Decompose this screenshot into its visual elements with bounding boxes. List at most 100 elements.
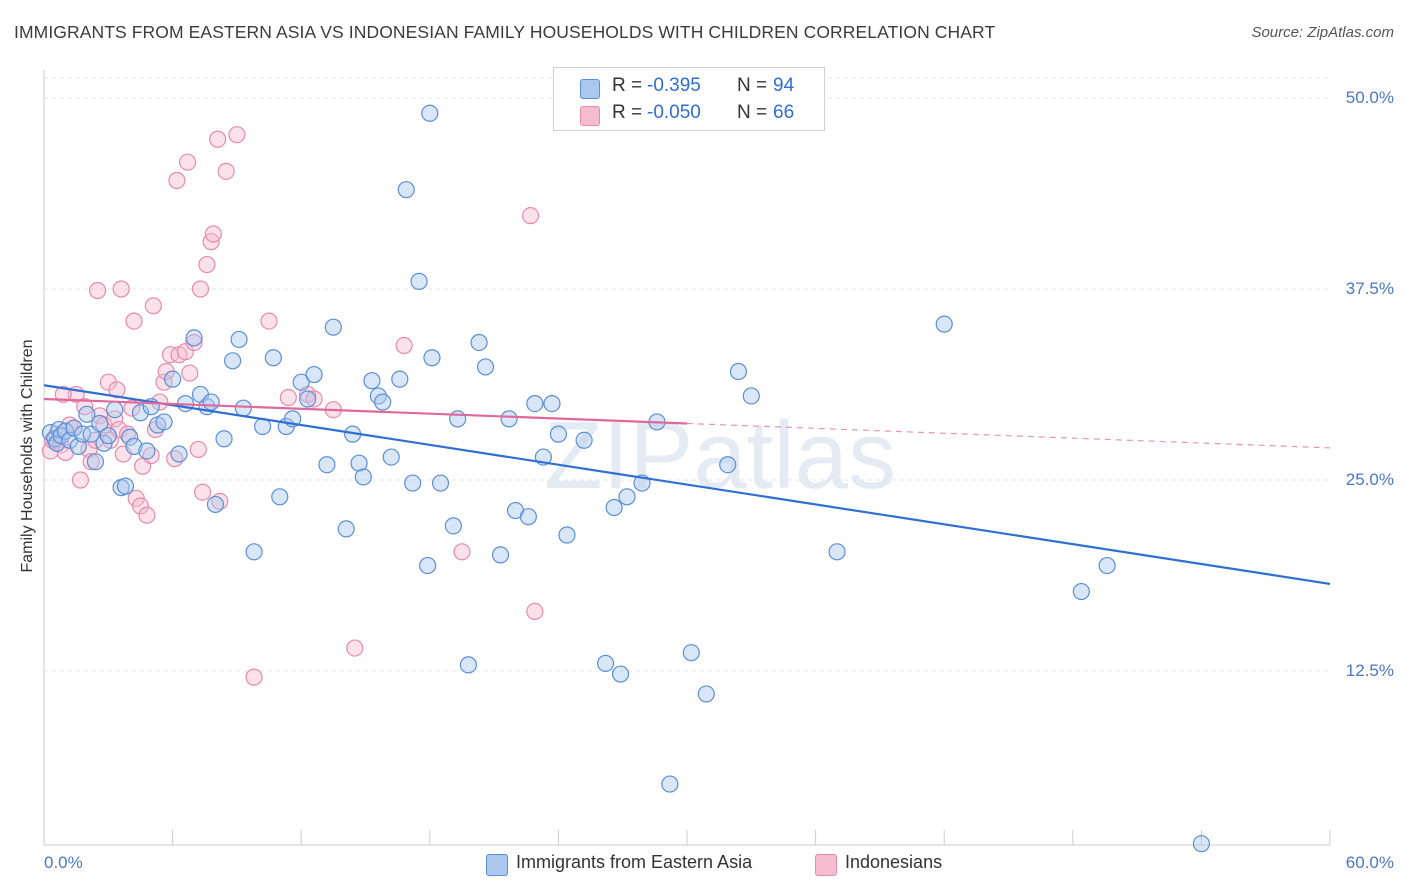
point-eastern-asia — [519, 508, 537, 526]
point-eastern-asia — [374, 393, 392, 411]
point-eastern-asia — [271, 488, 289, 506]
point-eastern-asia — [444, 517, 462, 535]
point-eastern-asia — [354, 468, 372, 486]
n-value-blue: 94 — [773, 75, 795, 96]
point-indonesians — [194, 483, 212, 501]
trend-line-eastern-asia — [43, 384, 1331, 585]
grid-lines — [44, 77, 1330, 672]
n-label: N = — [737, 102, 768, 123]
point-eastern-asia — [337, 520, 355, 538]
point-eastern-asia — [299, 390, 317, 408]
point-eastern-asia — [234, 399, 252, 417]
point-eastern-asia — [318, 456, 336, 474]
point-eastern-asia — [697, 685, 715, 703]
point-eastern-asia — [1098, 556, 1116, 575]
point-eastern-asia — [682, 644, 700, 662]
n-label: N = — [737, 75, 768, 96]
point-indonesians — [108, 381, 126, 399]
y-tick-label-50: 50.0% — [1345, 88, 1394, 107]
point-eastern-asia — [125, 437, 143, 455]
point-eastern-asia — [305, 365, 323, 384]
point-indonesians — [176, 343, 195, 361]
point-eastern-asia — [1072, 582, 1090, 601]
correlation-stats-box: R = -0.395 N = 94 R = -0.050 N = 66 — [553, 67, 825, 131]
point-eastern-asia — [164, 370, 182, 388]
point-eastern-asia — [215, 430, 233, 448]
blue-swatch — [580, 79, 600, 99]
point-eastern-asia — [292, 373, 310, 391]
point-indonesians — [144, 297, 162, 315]
y-tick-label-25: 25.0% — [1345, 470, 1394, 489]
point-eastern-asia — [170, 445, 188, 463]
point-eastern-asia — [526, 395, 544, 413]
point-indonesians — [217, 162, 235, 180]
legend-label-indonesians: Indonesians — [845, 852, 943, 872]
point-eastern-asia — [661, 775, 679, 793]
point-indonesians — [168, 171, 186, 190]
point-indonesians — [88, 281, 107, 300]
watermark: ZIPatlas — [544, 402, 896, 509]
point-eastern-asia — [431, 474, 450, 492]
point-eastern-asia — [106, 401, 124, 419]
point-indonesians — [228, 126, 246, 144]
point-eastern-asia — [558, 526, 576, 544]
point-eastern-asia — [350, 454, 368, 472]
point-eastern-asia — [449, 410, 467, 428]
legend-label-eastern-asia: Immigrants from Eastern Asia — [516, 852, 753, 872]
point-eastern-asia — [363, 372, 381, 390]
point-eastern-asia — [618, 488, 636, 506]
pink-swatch — [580, 106, 600, 126]
point-eastern-asia — [491, 546, 510, 564]
point-eastern-asia — [596, 654, 615, 672]
point-indonesians — [198, 255, 216, 274]
point-eastern-asia — [245, 543, 263, 561]
point-indonesians — [204, 225, 222, 243]
point-eastern-asia — [224, 352, 242, 370]
point-indonesians — [181, 364, 199, 382]
point-indonesians — [305, 390, 323, 408]
point-indonesians — [521, 207, 540, 225]
point-indonesians — [191, 280, 210, 298]
x-tick-label-0: 0.0% — [44, 853, 83, 872]
point-eastern-asia — [549, 425, 568, 443]
point-eastern-asia — [605, 498, 623, 517]
point-indonesians — [138, 506, 156, 524]
chart-source: Source: ZipAtlas.com — [1251, 24, 1394, 41]
point-eastern-asia — [65, 419, 83, 437]
legend-swatch-blue — [486, 854, 508, 876]
chart-title: IMMIGRANTS FROM EASTERN ASIA VS INDONESI… — [14, 22, 996, 42]
point-indonesians — [54, 385, 72, 404]
point-eastern-asia — [742, 387, 760, 405]
point-eastern-asia — [421, 104, 439, 122]
point-eastern-asia — [91, 414, 109, 433]
point-eastern-asia — [410, 272, 428, 290]
point-indonesians — [82, 453, 100, 471]
point-indonesians — [123, 399, 141, 417]
point-eastern-asia — [476, 358, 495, 376]
point-eastern-asia — [116, 477, 135, 495]
point-eastern-asia — [185, 329, 203, 347]
point-eastern-asia — [230, 330, 248, 349]
point-eastern-asia — [500, 410, 518, 428]
point-eastern-asia — [611, 665, 630, 683]
point-eastern-asia — [86, 453, 105, 471]
point-eastern-asia — [719, 456, 737, 474]
point-indonesians — [71, 471, 90, 489]
y-tick-label-37-5: 37.5% — [1345, 279, 1394, 298]
point-indonesians — [125, 312, 143, 330]
point-indonesians — [453, 543, 471, 561]
point-eastern-asia — [470, 333, 488, 352]
trend-line-indonesians-extrapolated — [686, 422, 1331, 449]
point-eastern-asia — [391, 370, 409, 388]
point-eastern-asia — [459, 656, 477, 674]
trend-line-indonesians — [43, 397, 688, 425]
point-indonesians — [279, 388, 297, 407]
point-eastern-asia — [324, 318, 342, 336]
point-eastern-asia — [404, 474, 422, 492]
point-eastern-asia — [206, 495, 225, 514]
r-value-pink: -0.050 — [647, 102, 701, 123]
point-indonesians — [189, 440, 207, 459]
point-indonesians — [131, 497, 150, 515]
point-eastern-asia — [828, 543, 846, 561]
